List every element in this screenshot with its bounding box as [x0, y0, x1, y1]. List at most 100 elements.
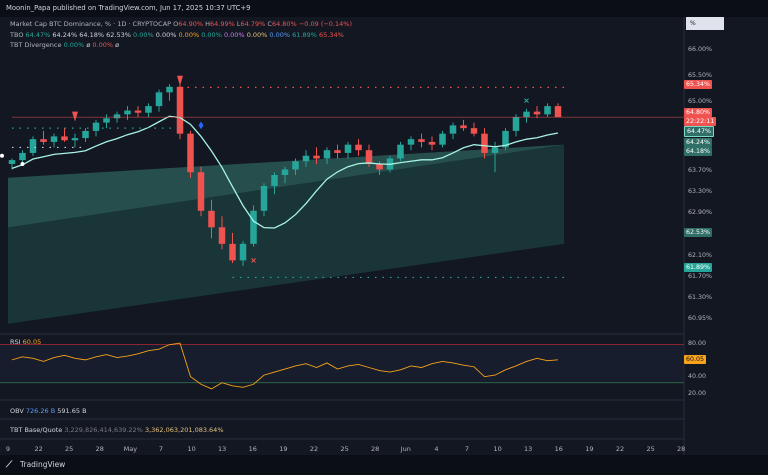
rsi-tag: 60.05	[684, 355, 707, 364]
candle-body	[439, 133, 446, 145]
low-value: 64.79%	[240, 20, 266, 28]
base-quote-value: 3,229,826,414,639.22%	[64, 426, 143, 434]
candle-body	[418, 139, 425, 142]
high-value: 64.99%	[210, 20, 235, 28]
date-tick: 7	[464, 445, 470, 453]
candle-body	[302, 155, 310, 162]
high-label: H	[205, 20, 211, 28]
candle-body	[134, 110, 142, 113]
rsi-value: 60.05	[22, 338, 42, 346]
tbo-value: 0.00%	[223, 31, 245, 39]
date-tick: 19	[279, 445, 288, 453]
date-tick: 13	[524, 445, 533, 453]
tbo-fast-tag: 64.47%	[684, 126, 715, 137]
price-tick: 61.70%	[688, 273, 713, 280]
sell-signal-marker	[72, 111, 78, 122]
candle-body	[8, 160, 16, 164]
close-label: C	[267, 20, 272, 28]
date-tick: 28	[95, 445, 104, 453]
rsi-label: RSI	[10, 338, 21, 346]
tbo-mid-tag: 64.24%	[684, 138, 713, 147]
rsi-band	[0, 344, 684, 383]
obv-value: 591.65 B	[57, 407, 87, 415]
candle-body	[176, 86, 184, 134]
candle-body	[50, 136, 58, 142]
top-bar: Moonin_Papa published on TradingView.com…	[0, 0, 768, 17]
date-tick: Jun	[400, 445, 411, 453]
candle-body	[491, 147, 499, 153]
rsi-legend[interactable]: RSI 60.05	[10, 338, 41, 346]
date-tick: 22	[615, 445, 625, 453]
price-tick: 63.70%	[688, 167, 713, 174]
tbt-divergence-legend[interactable]: TBT Divergence 0.00% ø 0.00% ø	[10, 41, 119, 49]
obv-value: 726.26 B	[25, 407, 56, 415]
tbo-value: 65.34%	[319, 31, 344, 39]
rsi-tick: 40.00	[688, 373, 707, 380]
base-quote-legend[interactable]: TBT Base/Quote 3,229,826,414,639.22% 3,3…	[10, 426, 224, 434]
candle-body	[155, 92, 163, 107]
obv-label: OBV	[10, 407, 24, 415]
price-tick: 62.90%	[688, 209, 713, 216]
date-tick: 13	[218, 445, 227, 453]
candle-body	[470, 128, 478, 134]
candle-body	[344, 144, 352, 153]
tbo-cloud	[8, 144, 564, 324]
percent-scale-button[interactable]: %	[686, 17, 724, 30]
candle-body	[460, 125, 467, 129]
candle-body	[554, 106, 562, 118]
tbd-value: 0.00%	[92, 41, 114, 49]
rsi-tick: 80.00	[688, 340, 707, 347]
brand-name: TradingView	[20, 460, 66, 469]
countdown-tag: 22:22:11	[684, 117, 717, 126]
cross-marker	[251, 258, 256, 263]
date-tick: 16	[248, 445, 257, 453]
candle-body	[365, 150, 373, 164]
tbo-value: 62.53%	[106, 31, 131, 39]
tbo-value: 0.00%	[246, 31, 268, 39]
overlays	[0, 75, 684, 279]
symbol-title: Market Cap BTC Dominance, % · 1D · CRYPT…	[10, 20, 172, 28]
support-tag: 61.89%	[684, 263, 713, 272]
price-tick: 66.00%	[688, 46, 713, 53]
obv-legend[interactable]: OBV 726.26 B 591.65 B	[10, 407, 87, 415]
candle-body	[260, 186, 268, 211]
candle-body	[428, 141, 436, 145]
candle-body	[40, 139, 47, 142]
resistance-tag: 65.34%	[684, 80, 713, 89]
tradingview-logo: ⟋	[6, 460, 12, 470]
date-tick: 22	[309, 445, 319, 453]
date-tick: 25	[65, 445, 74, 453]
date-tick: May	[123, 445, 138, 453]
candle-body	[313, 155, 320, 159]
tbd-label: TBT Divergence	[10, 41, 62, 49]
open-label: O	[173, 20, 179, 28]
date-tick: 25	[340, 445, 349, 453]
candle-body	[229, 243, 236, 261]
candle-body	[271, 174, 278, 186]
symbol-legend: Market Cap BTC Dominance, % · 1D · CRYPT…	[10, 20, 352, 28]
last-price-tag: 64.80%	[684, 108, 713, 117]
candle-body	[376, 163, 383, 170]
candle-body	[103, 118, 110, 123]
date-tick: 28	[371, 445, 380, 453]
candle-body	[166, 86, 173, 93]
tbo-value: 0.00%	[133, 31, 154, 39]
tbo-label: TBO	[10, 31, 24, 39]
rsi-pane	[0, 342, 684, 390]
price-tick: 62.10%	[688, 252, 713, 259]
price-tick: 63.30%	[688, 188, 713, 195]
tbo-legend[interactable]: TBO 64.47% 64.24% 64.18% 62.53% 0.00% 0.…	[10, 31, 344, 39]
tbo-cloud-upper	[8, 144, 564, 228]
date-tick: 7	[158, 445, 164, 453]
candle-body	[281, 169, 289, 175]
price-tick: 60.95%	[688, 315, 713, 322]
candle-body	[512, 117, 520, 131]
tbo-value: 64.18%	[79, 31, 105, 39]
candle-body	[292, 161, 299, 170]
date-tick: 19	[585, 445, 594, 453]
open-value: 64.90%	[178, 20, 204, 28]
candle-body	[197, 172, 205, 211]
candle-body	[355, 144, 362, 151]
candle-body	[92, 122, 100, 131]
